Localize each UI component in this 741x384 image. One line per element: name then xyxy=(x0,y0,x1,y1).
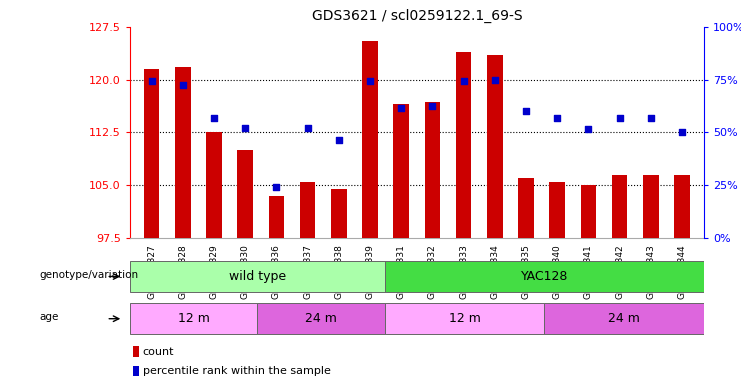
FancyBboxPatch shape xyxy=(257,303,385,334)
Bar xyxy=(674,175,690,238)
Point xyxy=(270,184,282,190)
Point xyxy=(239,124,251,131)
Point xyxy=(333,136,345,142)
Point xyxy=(145,78,157,84)
Point xyxy=(551,115,563,121)
FancyBboxPatch shape xyxy=(130,261,385,292)
FancyBboxPatch shape xyxy=(130,303,257,334)
Bar xyxy=(456,51,471,238)
Bar xyxy=(425,102,440,238)
Text: count: count xyxy=(142,347,174,357)
Point xyxy=(458,78,470,84)
Text: 12 m: 12 m xyxy=(449,312,481,325)
Bar xyxy=(268,196,284,238)
FancyBboxPatch shape xyxy=(385,261,704,292)
Point xyxy=(614,115,625,121)
Point xyxy=(302,124,313,131)
Point xyxy=(427,103,439,109)
Bar xyxy=(144,69,159,238)
Bar xyxy=(175,67,190,238)
Text: YAC128: YAC128 xyxy=(521,270,568,283)
FancyBboxPatch shape xyxy=(545,303,704,334)
Text: wild type: wild type xyxy=(229,270,286,283)
Bar xyxy=(518,178,534,238)
Text: 24 m: 24 m xyxy=(608,312,640,325)
Bar xyxy=(133,366,139,376)
Point xyxy=(364,78,376,84)
Bar xyxy=(393,104,409,238)
Bar xyxy=(581,185,597,238)
Bar xyxy=(300,182,316,238)
FancyBboxPatch shape xyxy=(385,303,545,334)
Text: 24 m: 24 m xyxy=(305,312,337,325)
Bar xyxy=(362,41,378,238)
Bar xyxy=(237,150,253,238)
Point xyxy=(489,77,501,83)
Bar xyxy=(133,346,139,357)
Point xyxy=(520,108,532,114)
Point xyxy=(582,126,594,132)
Bar xyxy=(487,55,502,238)
Text: genotype/variation: genotype/variation xyxy=(39,270,138,280)
Text: age: age xyxy=(39,312,59,322)
Bar xyxy=(612,175,628,238)
Point xyxy=(395,105,407,111)
Title: GDS3621 / scl0259122.1_69-S: GDS3621 / scl0259122.1_69-S xyxy=(311,9,522,23)
Bar xyxy=(550,182,565,238)
Text: percentile rank within the sample: percentile rank within the sample xyxy=(142,366,330,376)
Point xyxy=(177,81,189,88)
Bar xyxy=(331,189,347,238)
Text: 12 m: 12 m xyxy=(178,312,210,325)
Point xyxy=(208,115,220,121)
Point xyxy=(645,115,657,121)
Bar xyxy=(643,175,659,238)
Bar xyxy=(206,132,222,238)
Point xyxy=(677,129,688,136)
